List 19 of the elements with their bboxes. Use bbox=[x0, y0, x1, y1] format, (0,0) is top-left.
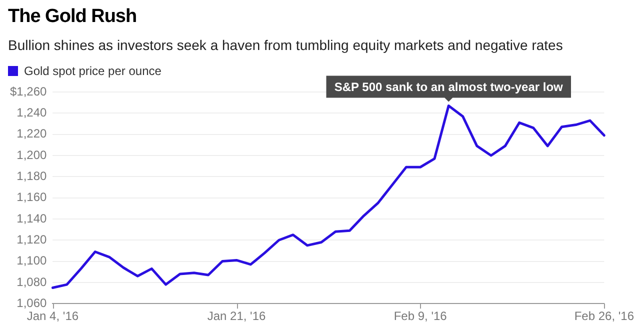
y-tick-label: 1,120 bbox=[16, 232, 48, 246]
y-tick-label: 1,100 bbox=[16, 254, 48, 268]
chart-title: The Gold Rush bbox=[8, 6, 137, 28]
annotation: S&P 500 sank to an almost two-year low bbox=[334, 80, 564, 94]
y-tick-label: 1,200 bbox=[16, 148, 48, 162]
y-tick-label: 1,180 bbox=[16, 168, 48, 183]
y-tick-label: 1,060 bbox=[16, 296, 48, 310]
x-tick-label: Jan 4, '16 bbox=[26, 309, 79, 324]
y-tick-label: 1,160 bbox=[16, 190, 48, 204]
chart-subtitle: Bullion shines as investors seek a haven from tumbling equity markets and negative rates bbox=[8, 37, 563, 53]
y-tick-label: 1,080 bbox=[16, 274, 48, 289]
legend-label: Gold spot price per ounce bbox=[24, 64, 162, 78]
y-tick-label: 1,220 bbox=[16, 126, 48, 141]
y-tick-label: 1,240 bbox=[16, 105, 48, 120]
y-tick-label: $1,260 bbox=[10, 84, 48, 98]
y-tick-label: 1,140 bbox=[16, 211, 48, 226]
x-tick-label: Jan 21, '16 bbox=[207, 309, 266, 324]
x-tick-label: Feb 26, '16 bbox=[574, 309, 634, 324]
x-tick-label: Feb 9, '16 bbox=[394, 309, 448, 324]
